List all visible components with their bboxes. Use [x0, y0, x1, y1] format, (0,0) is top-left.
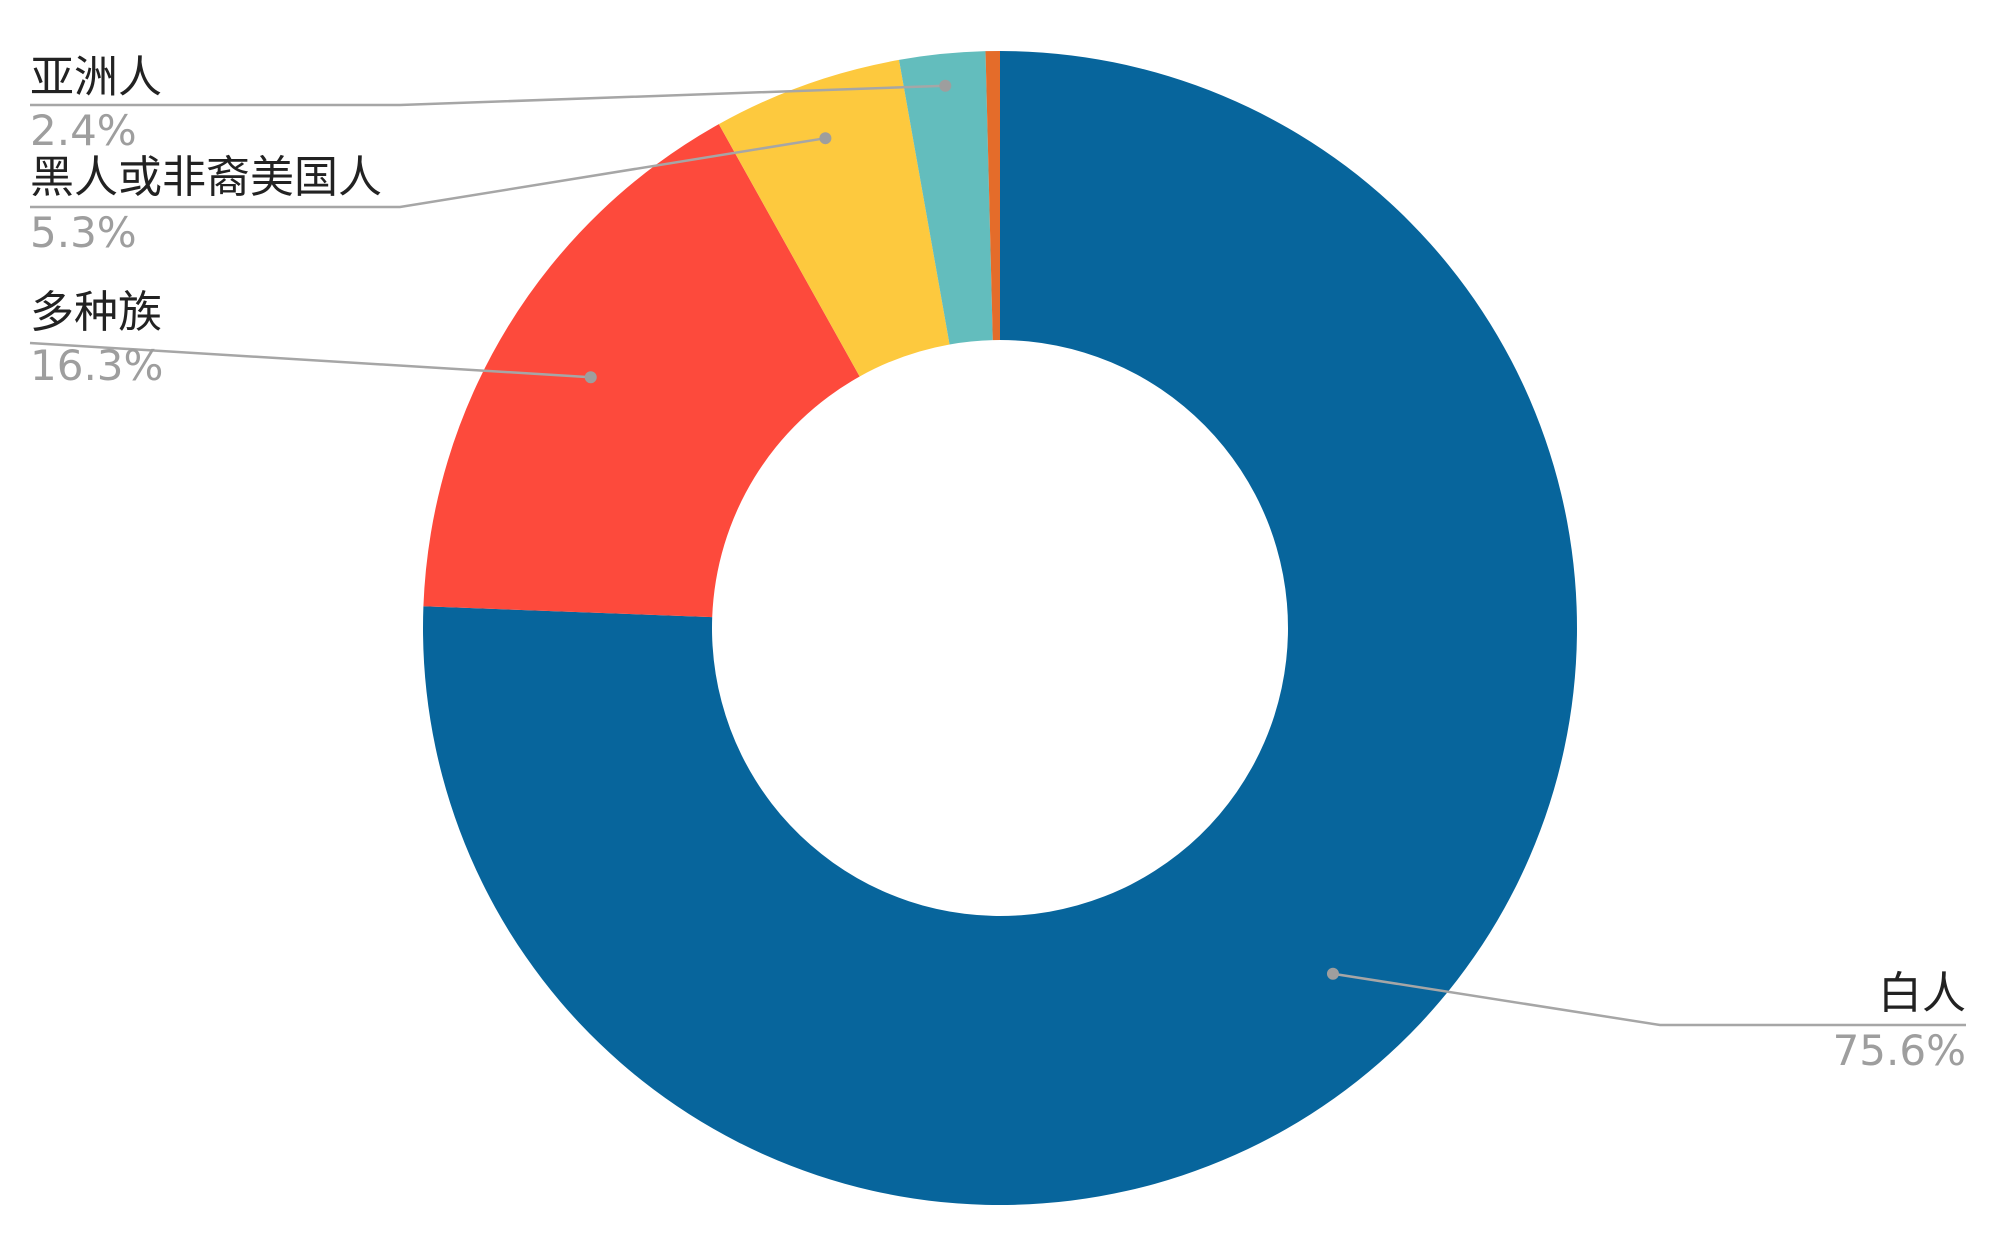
label-category-multiracial: 多种族 — [30, 287, 162, 338]
leader-dot-asian — [939, 79, 952, 92]
slice-asian — [899, 51, 993, 345]
leader-dot-white — [1326, 967, 1339, 980]
label-category-black: 黑人或非裔美国人 — [30, 152, 382, 203]
label-category-asian: 亚洲人 — [30, 52, 162, 103]
label-value-multiracial: 16.3% — [30, 341, 163, 390]
slice-white — [423, 51, 1577, 1205]
leader-line-multiracial — [29, 341, 591, 379]
leader-line-white — [1332, 972, 1966, 1027]
leader-line-asian — [30, 84, 946, 107]
label-value-asian: 2.4% — [30, 106, 137, 155]
leader-line-black — [30, 136, 826, 209]
leader-lines — [29, 79, 1966, 1027]
slice-other — [985, 51, 1000, 341]
label-category-white: 白人 — [1878, 968, 1966, 1019]
label-value-black: 5.3% — [30, 208, 137, 257]
leader-dot-multiracial — [584, 371, 597, 384]
slice-black — [718, 59, 950, 377]
leader-dot-black — [819, 132, 832, 145]
label-value-white: 75.6% — [1833, 1026, 1966, 1075]
slice-multiracial — [423, 124, 860, 618]
donut-slices — [423, 51, 1577, 1205]
